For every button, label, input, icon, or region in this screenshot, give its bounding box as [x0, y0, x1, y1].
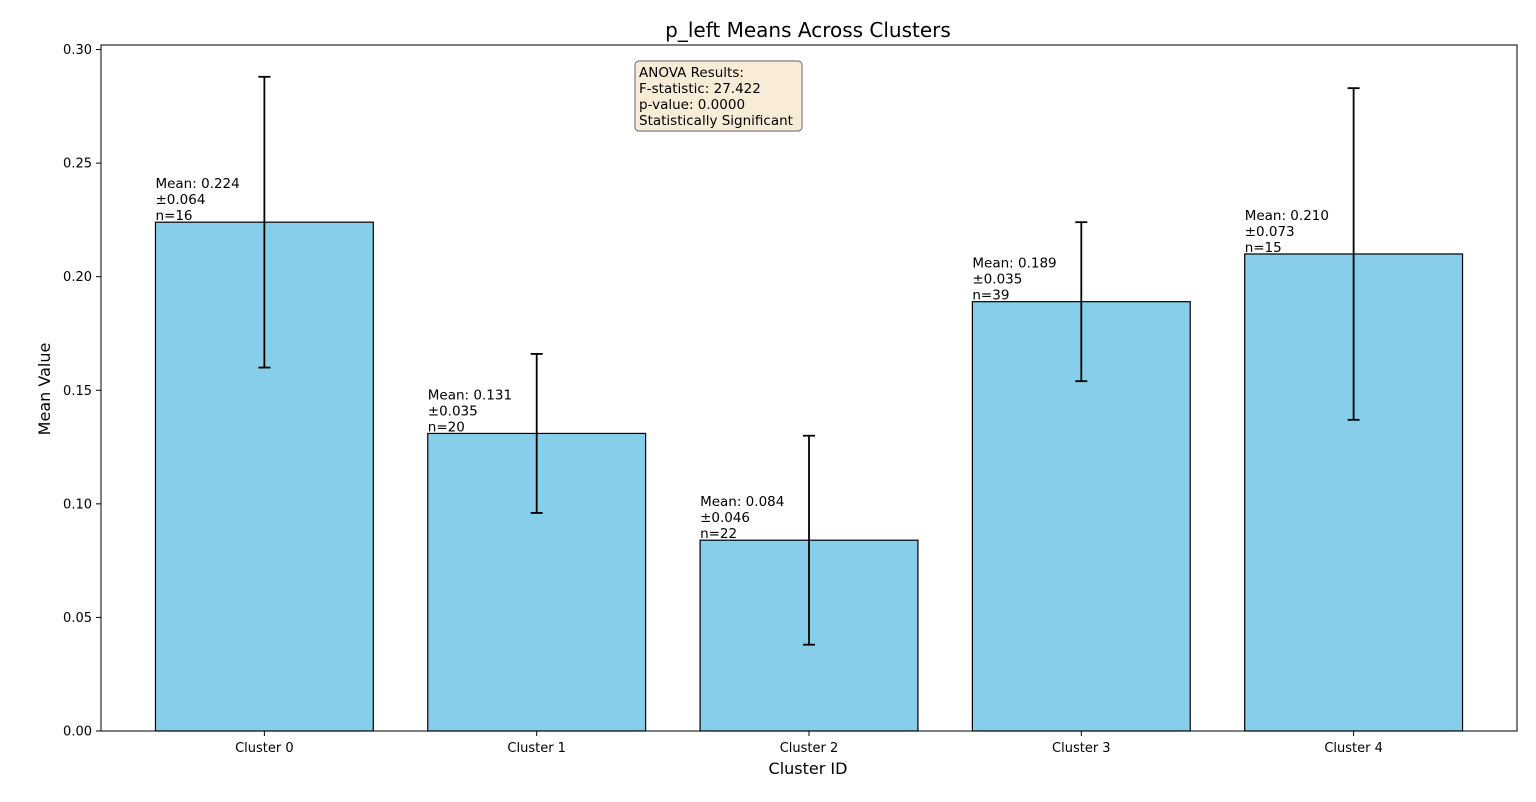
error-bar-4: [1347, 87, 1360, 421]
data-label-line: n=16: [155, 208, 192, 224]
data-label-line: n=15: [1245, 240, 1282, 256]
data-label-3: Mean: 0.189 ±0.035 n=39: [972, 256, 1056, 304]
data-label-line: ±0.046: [700, 510, 750, 526]
y-tick-label: 0.05: [63, 611, 92, 626]
data-label-line: Mean: 0.084: [700, 494, 784, 510]
y-tick-label: 0.25: [63, 157, 92, 172]
error-bar-2: [803, 434, 815, 646]
data-label-line: ±0.073: [1245, 224, 1295, 240]
data-label-line: Mean: 0.210: [1245, 208, 1329, 224]
data-label-0: Mean: 0.224 ±0.064 n=16: [155, 176, 239, 224]
anova-annotation: ANOVA Results: F-statistic: 27.422 p-value…: [634, 60, 803, 132]
anova-line: ANOVA Results:: [639, 65, 744, 81]
error-bar-1: [530, 353, 543, 514]
x-axis-label: Cluster ID: [769, 759, 848, 778]
y-axis-label: Mean Value: [35, 343, 54, 436]
y-tick-label: 0.30: [63, 43, 92, 58]
anova-line: Statistically Significant: [639, 113, 793, 129]
anova-text: ANOVA Results: F-statistic: 27.422 p-value…: [639, 65, 793, 129]
x-tick-label: Cluster 0: [235, 741, 294, 756]
anova-line: p-value: 0.0000: [639, 97, 745, 113]
data-label-line: Mean: 0.131: [428, 387, 512, 403]
chart-title: p_left Means Across Clusters: [665, 18, 951, 42]
x-tick-label: Cluster 3: [1052, 741, 1111, 756]
data-label-line: ±0.064: [155, 192, 205, 208]
data-label-line: n=22: [700, 526, 737, 542]
x-tick-label: Cluster 4: [1324, 741, 1383, 756]
anova-box: [634, 60, 803, 132]
data-label-1: Mean: 0.131 ±0.035 n=20: [428, 387, 512, 435]
y-tick-label: 0.10: [63, 497, 92, 512]
y-tick-label: 0.15: [63, 384, 92, 399]
data-label-line: ±0.035: [972, 272, 1022, 288]
error-bar-3: [1075, 221, 1088, 383]
data-label-4: Mean: 0.210 ±0.073 n=15: [1245, 208, 1329, 256]
y-tick-label: 0.00: [63, 725, 92, 740]
anova-line: F-statistic: 27.422: [639, 81, 761, 97]
data-label-line: Mean: 0.189: [972, 256, 1056, 272]
error-bar-0: [258, 75, 271, 369]
data-label-2: Mean: 0.084 ±0.046 n=22: [700, 494, 784, 542]
data-label-line: n=20: [428, 419, 465, 435]
data-label-line: ±0.035: [428, 403, 478, 419]
y-tick-label: 0.20: [63, 270, 92, 285]
data-label-line: Mean: 0.224: [155, 176, 239, 192]
x-tick-label: Cluster 1: [507, 741, 566, 756]
data-label-line: n=39: [972, 288, 1009, 304]
x-tick-label: Cluster 2: [780, 741, 839, 756]
